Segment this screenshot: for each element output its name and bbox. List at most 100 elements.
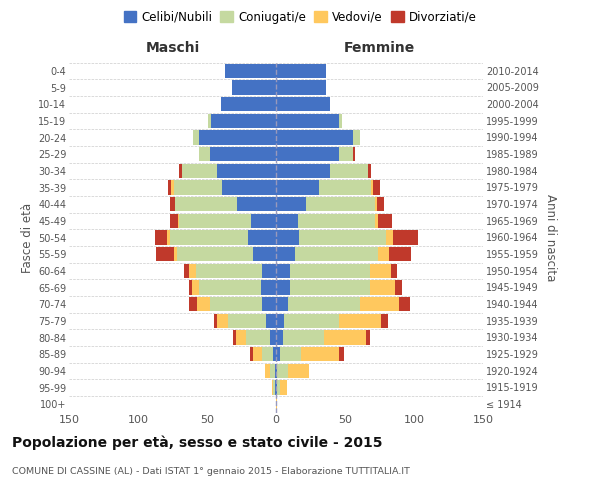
Bar [210,297,262,311]
Bar [273,347,276,361]
Bar [170,230,248,244]
Bar [272,380,273,394]
Bar [271,364,275,378]
Bar [196,264,262,278]
Bar [371,180,373,194]
Bar [189,280,192,294]
Bar [210,147,276,161]
Bar [395,280,401,294]
Bar [373,180,380,194]
Bar [167,230,170,244]
Bar [169,180,171,194]
Bar [208,114,211,128]
Bar [340,147,353,161]
Bar [225,64,276,78]
Bar [399,297,410,311]
Bar [283,330,324,344]
Bar [330,164,368,178]
Bar [170,197,175,211]
Bar [155,230,167,244]
Text: Maschi: Maschi [145,41,200,55]
Bar [261,280,276,294]
Bar [276,230,299,244]
Bar [156,247,174,261]
Bar [217,314,228,328]
Bar [340,114,342,128]
Bar [276,314,284,328]
Bar [280,347,301,361]
Bar [301,347,340,361]
Bar [193,130,199,144]
Bar [276,347,280,361]
Bar [381,314,388,328]
Bar [276,330,283,344]
Bar [360,297,399,311]
Bar [378,247,389,261]
Bar [276,280,290,294]
Bar [221,97,276,112]
Bar [192,280,199,294]
Bar [199,130,276,144]
Bar [250,347,253,361]
Bar [275,364,276,378]
Bar [271,330,276,344]
Text: Femmine: Femmine [344,41,415,55]
Bar [295,247,378,261]
Y-axis label: Anni di nascita: Anni di nascita [544,194,557,281]
Bar [276,180,319,194]
Bar [262,264,276,278]
Bar [248,230,276,244]
Bar [184,264,189,278]
Text: Popolazione per età, sesso e stato civile - 2015: Popolazione per età, sesso e stato civil… [12,435,383,450]
Bar [275,380,276,394]
Bar [245,330,271,344]
Bar [368,164,371,178]
Bar [174,180,222,194]
Bar [170,214,178,228]
Y-axis label: Fasce di età: Fasce di età [20,202,34,272]
Bar [277,380,280,394]
Bar [277,364,289,378]
Bar [211,114,276,128]
Bar [370,280,395,294]
Bar [273,380,275,394]
Bar [290,280,370,294]
Bar [178,214,179,228]
Bar [276,114,340,128]
Bar [199,147,210,161]
Bar [391,264,397,278]
Bar [276,247,295,261]
Bar [253,347,262,361]
Bar [370,264,391,278]
Bar [238,197,276,211]
Bar [276,64,326,78]
Bar [377,197,383,211]
Bar [276,297,289,311]
Bar [378,214,392,228]
Bar [276,214,298,228]
Bar [376,197,377,211]
Bar [265,364,271,378]
Bar [353,147,355,161]
Bar [276,397,277,411]
Bar [298,214,376,228]
Bar [307,197,376,211]
Bar [389,247,411,261]
Bar [189,264,196,278]
Bar [171,180,174,194]
Bar [199,280,261,294]
Bar [228,314,266,328]
Bar [340,347,344,361]
Legend: Celibi/Nubili, Coniugati/e, Vedovi/e, Divorziati/e: Celibi/Nubili, Coniugati/e, Vedovi/e, Di… [119,6,481,28]
Bar [174,247,176,261]
Bar [394,230,418,244]
Bar [233,330,236,344]
Bar [197,297,210,311]
Bar [262,297,276,311]
Bar [175,197,238,211]
Bar [276,364,277,378]
Bar [386,230,394,244]
Bar [222,180,276,194]
Bar [299,230,386,244]
Bar [176,247,253,261]
